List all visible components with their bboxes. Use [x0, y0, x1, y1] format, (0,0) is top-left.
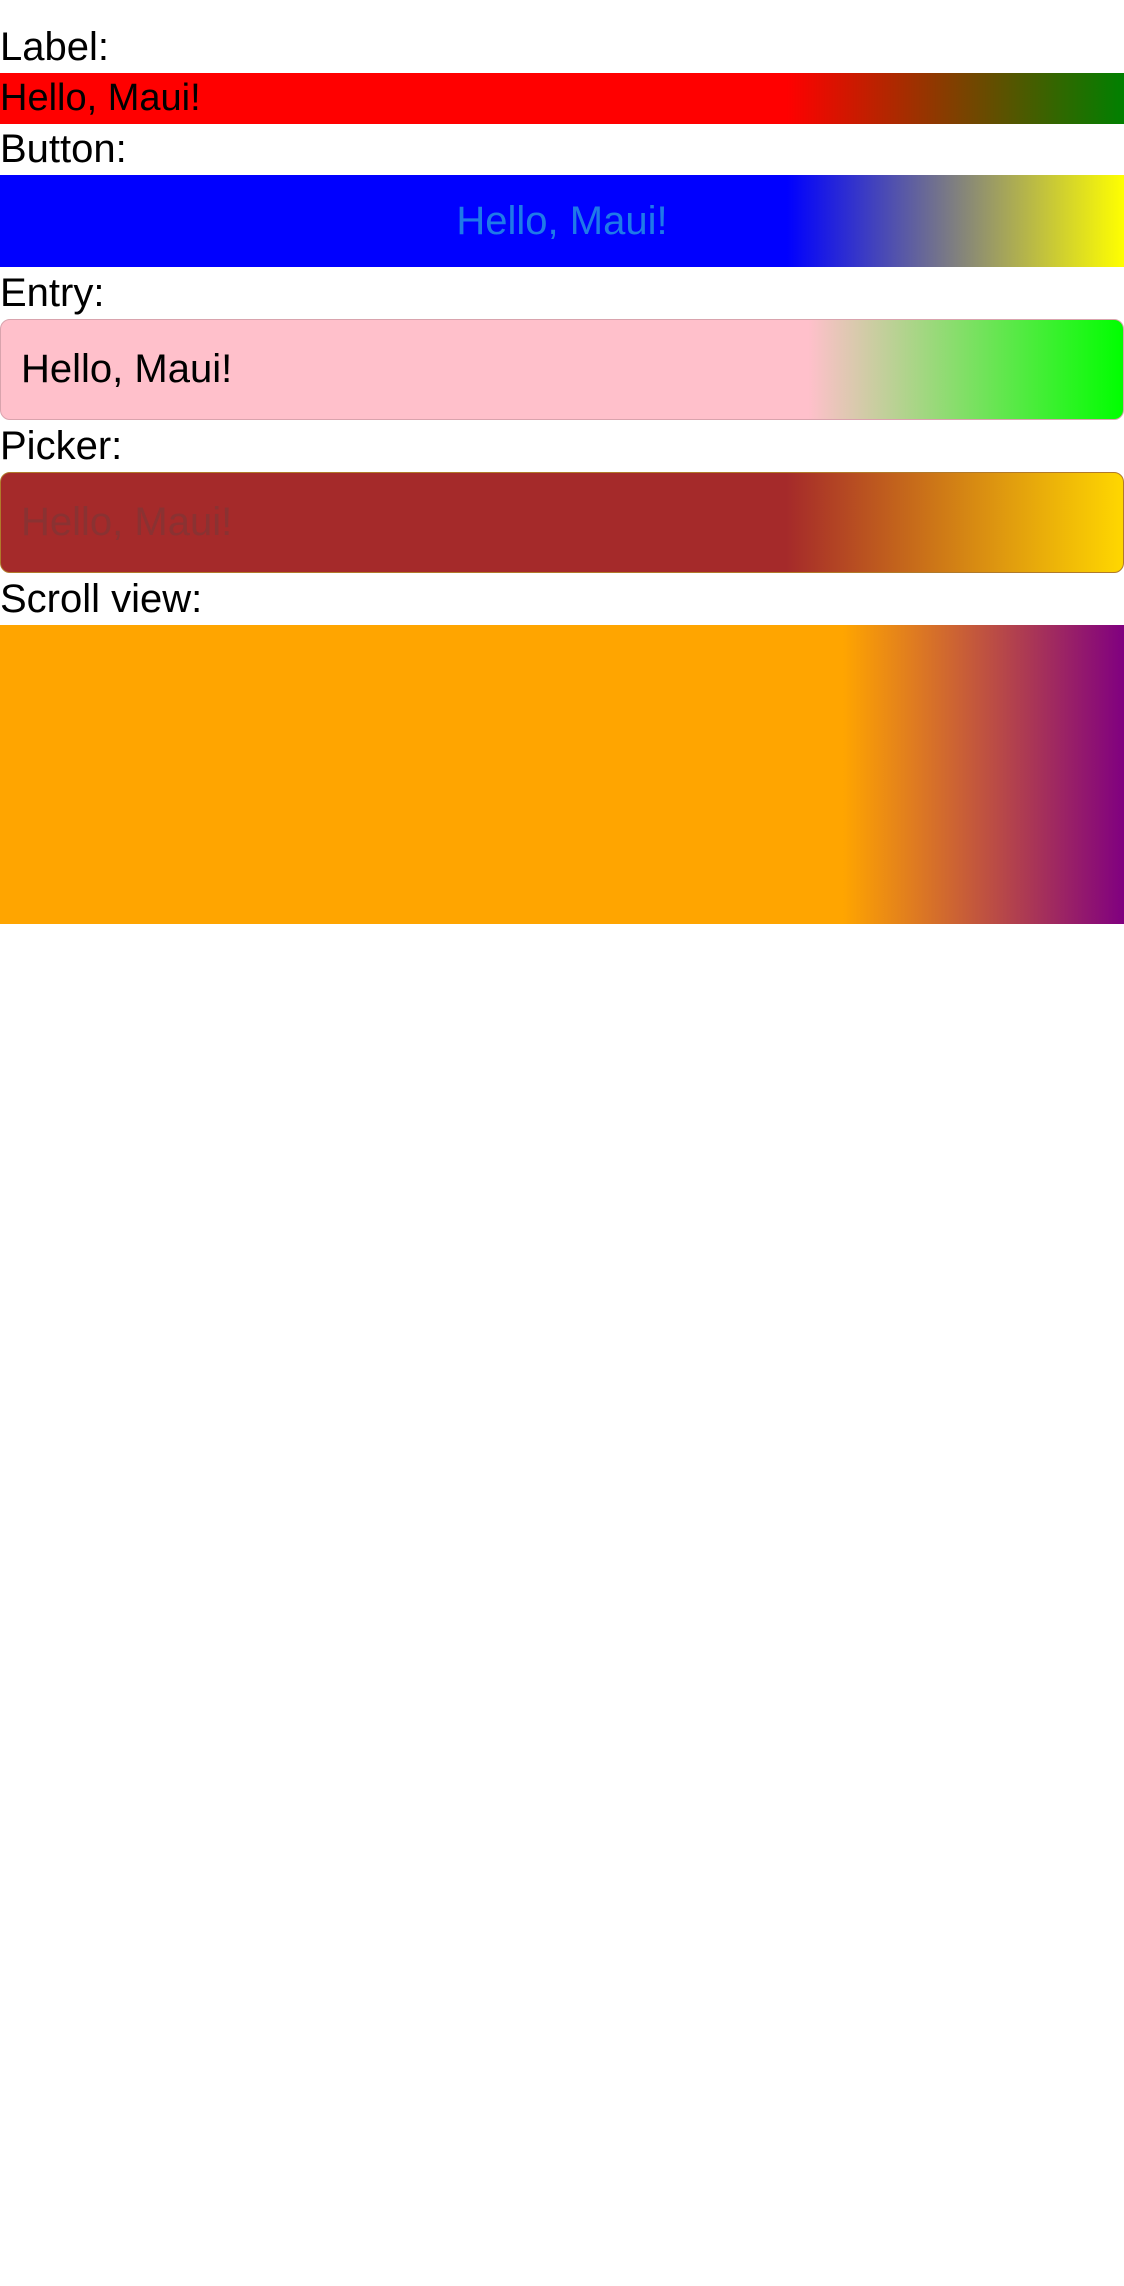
gradient-button[interactable]: Hello, Maui! [0, 175, 1124, 267]
scroll-view-caption: Scroll view: [0, 577, 203, 621]
button-caption: Button: [0, 127, 127, 171]
gradient-picker[interactable]: Hello, Maui! [0, 472, 1124, 573]
label-caption: Label: [0, 25, 109, 69]
picker-caption: Picker: [0, 424, 123, 468]
entry-caption: Entry: [0, 271, 105, 315]
picker-placeholder: Hello, Maui! [21, 500, 233, 544]
gradient-scroll-view[interactable] [0, 625, 1124, 924]
gradient-entry[interactable] [0, 319, 1124, 420]
gradient-label: Hello, Maui! [0, 73, 1124, 124]
